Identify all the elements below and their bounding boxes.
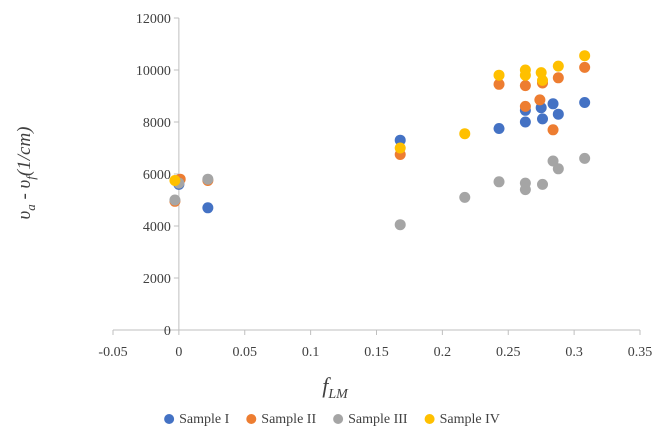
y-tick-label: 8000 — [143, 116, 171, 131]
x-tick-label: -0.05 — [98, 345, 127, 360]
y-tick-label: 0 — [164, 324, 171, 339]
data-point-sample-i — [202, 202, 214, 214]
series-sample-iii — [169, 152, 591, 231]
data-point-sample-ii — [519, 100, 531, 112]
data-point-sample-iii — [547, 155, 559, 167]
y-tick-label: 10000 — [136, 64, 171, 79]
x-axis-title: fLM — [322, 373, 349, 402]
data-point-sample-iii — [537, 178, 549, 190]
data-point-sample-ii — [579, 61, 591, 73]
legend-marker — [164, 414, 175, 424]
data-point-sample-iv — [579, 50, 591, 62]
data-point-sample-iv — [537, 74, 549, 86]
data-point-sample-iii — [169, 194, 181, 206]
data-point-sample-ii — [552, 72, 564, 84]
data-point-sample-iii — [459, 191, 471, 203]
legend-marker — [333, 414, 344, 424]
series-sample-iv — [169, 50, 591, 186]
legend-item-sample-iii: Sample III — [333, 412, 408, 427]
x-tick-label: 0.05 — [233, 345, 258, 360]
x-axis-ticks: -0.05 0 0.05 0.1 0.15 0.2 0.25 0.3 0.35 — [98, 330, 652, 360]
y-axis-title-sub2: f — [23, 174, 38, 180]
x-axis-title-main: f — [322, 373, 331, 398]
data-point-sample-iv — [493, 69, 505, 81]
data-point-sample-i — [394, 134, 406, 146]
y-tick-label: 12000 — [136, 12, 171, 27]
data-point-sample-iv — [169, 175, 181, 186]
data-point-sample-ii — [493, 78, 505, 90]
y-axis-title-part2: - υ — [14, 179, 35, 204]
y-axis-title-part1: υ — [14, 211, 35, 220]
data-point-sample-ii — [534, 94, 546, 106]
y-axis-title-part3: (1/cm) — [14, 126, 35, 176]
data-point-sample-i — [579, 97, 591, 108]
data-point-sample-iv — [552, 60, 564, 72]
legend-label: Sample I — [179, 412, 229, 427]
y-tick-label: 2000 — [143, 272, 171, 287]
series-sample-i — [173, 97, 591, 214]
legend-item-sample-ii: Sample II — [246, 412, 316, 427]
x-tick-label: 0.15 — [364, 345, 389, 360]
data-point-sample-i — [552, 108, 564, 120]
x-tick-label: 0.35 — [628, 345, 653, 360]
y-tick-label: 6000 — [143, 168, 171, 183]
data-point-sample-ii — [547, 124, 559, 136]
y-axis-title-sub1: a — [23, 204, 38, 211]
legend-label: Sample II — [261, 412, 316, 427]
x-tick-label: 0.2 — [434, 345, 452, 360]
y-tick-label: 4000 — [143, 220, 171, 235]
data-point-sample-ii — [519, 80, 531, 92]
data-point-sample-iv — [394, 142, 406, 154]
data-points — [169, 50, 591, 231]
x-tick-label: 0 — [175, 345, 182, 360]
data-point-sample-iii — [202, 173, 214, 185]
legend-item-sample-i: Sample I — [164, 412, 230, 427]
data-point-sample-iii — [552, 163, 564, 175]
legend-label: Sample IV — [440, 412, 500, 427]
y-axis-ticks: 0 2000 4000 6000 8000 10000 12000 — [136, 12, 179, 339]
data-point-sample-iii — [579, 152, 591, 164]
y-axis-title: υa - υf(1/cm) — [14, 126, 38, 219]
data-point-sample-iii — [519, 184, 531, 196]
x-axis-title-sub: LM — [327, 387, 349, 402]
data-point-sample-iv — [459, 128, 471, 140]
data-point-sample-iv — [519, 69, 531, 81]
data-point-sample-iii — [493, 176, 505, 188]
data-point-sample-i — [493, 123, 505, 134]
x-tick-label: 0.1 — [302, 345, 320, 360]
data-point-sample-iii — [394, 219, 406, 231]
legend-label: Sample III — [348, 412, 408, 427]
data-point-sample-i — [537, 113, 549, 125]
x-tick-label: 0.3 — [565, 345, 583, 360]
data-point-sample-i — [519, 116, 531, 128]
legend-marker — [424, 414, 435, 424]
legend: Sample I Sample II Sample III Sample IV — [164, 412, 500, 427]
data-point-sample-i — [547, 98, 559, 110]
legend-item-sample-iv: Sample IV — [424, 412, 500, 427]
x-tick-label: 0.25 — [496, 345, 521, 360]
legend-marker — [246, 414, 257, 424]
